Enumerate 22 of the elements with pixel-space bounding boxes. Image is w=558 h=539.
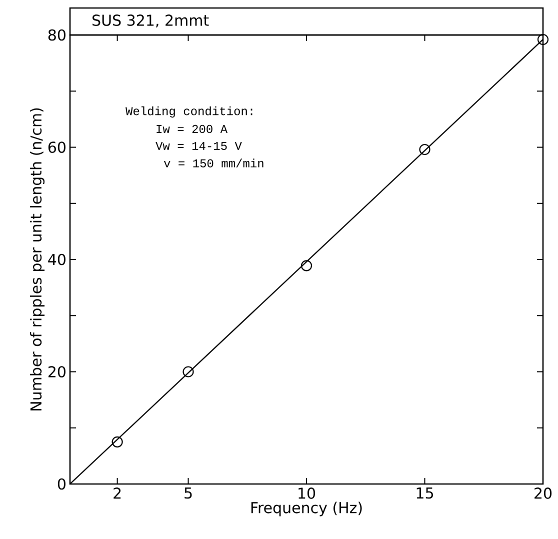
point: [300, 260, 312, 272]
y-tick-label: 80: [48, 29, 66, 41]
x-axis-title: Frequency (Hz): [251, 502, 362, 516]
point: [419, 144, 430, 156]
point: [112, 436, 123, 448]
annotation: v = 150 mm/min: [164, 158, 264, 168]
point: [182, 366, 194, 378]
x-tick-label: 10: [298, 488, 316, 499]
y-tick-label: 60: [48, 142, 66, 153]
point: [537, 34, 549, 46]
chart-title: SUS 321, 2mmt: [92, 14, 209, 28]
annotation: Vw = 14-15 V: [156, 142, 242, 150]
x-tick-label: 20: [534, 488, 552, 499]
y-tick-label: 20: [48, 366, 66, 378]
x-tick-label: 15: [416, 488, 433, 499]
y-tick-label: 0: [58, 478, 66, 490]
annotation: Iw = 200 A: [156, 124, 228, 134]
y-axis-title: Number of ripples per unit length (n/cm): [30, 108, 45, 410]
y-tick-label: 40: [48, 254, 66, 266]
annotation: Welding condition:: [126, 106, 252, 118]
x-tick-label: 2: [114, 488, 121, 499]
x-tick-label: 5: [184, 488, 192, 499]
